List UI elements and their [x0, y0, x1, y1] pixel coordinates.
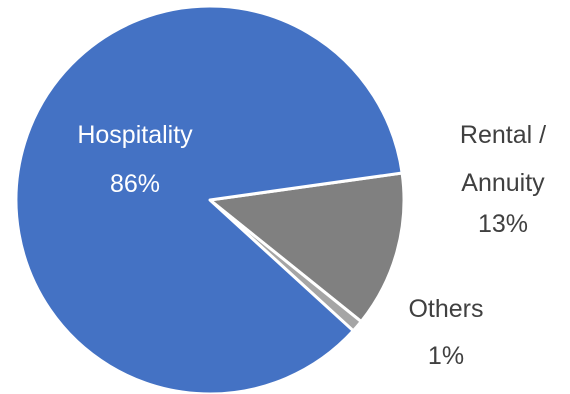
- pie-slice-rental-annuity: [208, 171, 406, 324]
- pie-slices: [14, 4, 406, 394]
- label-rental-name-line2: Annuity: [461, 169, 545, 197]
- label-others-name: Others: [408, 295, 483, 323]
- label-others-pct: 1%: [428, 342, 464, 370]
- label-hospitality-pct: 86%: [110, 170, 160, 198]
- label-rental-name-line1: Rental /: [460, 121, 546, 149]
- label-hospitality-name: Hospitality: [77, 121, 193, 149]
- label-rental-pct: 13%: [478, 210, 528, 238]
